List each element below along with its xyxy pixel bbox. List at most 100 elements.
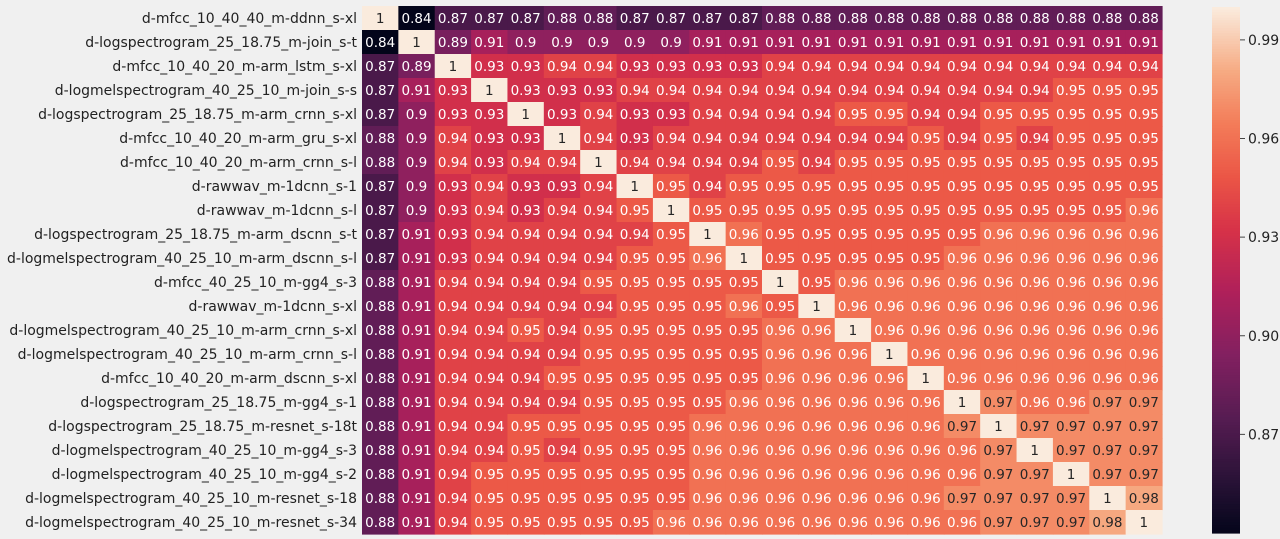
- heatmap-cell: [543, 174, 581, 199]
- colorbar-segment: [1212, 288, 1240, 292]
- heatmap-cell: [1089, 174, 1127, 199]
- heatmap-cell: [507, 30, 545, 55]
- cell-value-label: 0.95: [511, 419, 541, 435]
- heatmap-cell: [398, 78, 436, 103]
- cell-value-label: 0.95: [1129, 131, 1159, 147]
- cell-value-label: 0.95: [656, 179, 686, 195]
- cell-value-label: 0.91: [1129, 35, 1159, 51]
- cell-value-label: 0.93: [620, 59, 650, 75]
- colorbar-segment: [1212, 109, 1240, 113]
- row-label: d-mfcc_10_40_20_m-arm_dscnn_s-xl: [101, 371, 357, 387]
- colorbar-segment: [1212, 330, 1240, 334]
- colorbar-segment: [1212, 377, 1240, 382]
- heatmap-cell: [652, 294, 690, 319]
- cell-value-label: 0.88: [1056, 11, 1086, 27]
- cell-value-label: 0.96: [1020, 227, 1050, 243]
- heatmap-cell: [471, 438, 509, 463]
- heatmap-cell: [689, 150, 727, 175]
- colorbar-segment: [1212, 435, 1240, 439]
- heatmap-cell: [980, 414, 1018, 439]
- cell-value-label: 0.95: [511, 443, 541, 459]
- cell-value-label: 0.94: [438, 467, 468, 483]
- cell-value-label: 1: [776, 275, 785, 291]
- cell-value-label: 1: [521, 107, 530, 123]
- cell-value-label: 0.94: [511, 299, 541, 315]
- colorbar-segment: [1212, 369, 1240, 374]
- heatmap-cell: [1089, 102, 1127, 127]
- cell-value-label: 0.97: [1056, 419, 1086, 435]
- cell-value-label: 0.93: [474, 155, 504, 171]
- cell-value-label: 0.95: [474, 467, 504, 483]
- heatmap-cell: [725, 318, 763, 343]
- heatmap-cell: [1016, 342, 1054, 367]
- heatmap-cell: [798, 102, 836, 127]
- cell-value-label: 0.95: [1056, 83, 1086, 99]
- cell-value-label: 0.95: [547, 419, 577, 435]
- colorbar-segment: [1212, 296, 1240, 300]
- cell-value-label: 0.96: [911, 323, 941, 339]
- heatmap-cell: [471, 222, 509, 247]
- cell-value-label: 0.96: [911, 299, 941, 315]
- heatmap-cell: [398, 150, 436, 175]
- cell-value-label: 0.95: [656, 347, 686, 363]
- heatmap-cell: [980, 6, 1018, 31]
- cell-value-label: 0.95: [474, 491, 504, 507]
- heatmap-cell: [762, 486, 799, 511]
- heatmap-cell: [1125, 462, 1163, 487]
- colorbar-segment: [1212, 427, 1240, 432]
- heatmap-cell: [1052, 342, 1090, 367]
- heatmap-cell: [580, 150, 618, 175]
- heatmap-cell: [1125, 486, 1163, 511]
- cell-value-label: 0.94: [438, 131, 468, 147]
- colorbar-segment: [1212, 485, 1240, 489]
- cell-value-label: 0.91: [983, 35, 1013, 51]
- heatmap-cell: [871, 510, 909, 535]
- cell-value-label: 0.94: [583, 299, 613, 315]
- heatmap-cell: [798, 174, 836, 199]
- cell-value-label: 1: [630, 179, 639, 195]
- heatmap-cell: [362, 126, 399, 151]
- cell-value-label: 0.96: [729, 227, 759, 243]
- cell-value-label: 0.88: [365, 419, 395, 435]
- colorbar-segment: [1212, 309, 1240, 313]
- heatmap-cell: [1089, 366, 1127, 391]
- colorbar-segment: [1212, 398, 1240, 403]
- cell-value-label: 1: [740, 251, 749, 267]
- colorbar-segment: [1212, 241, 1240, 245]
- cell-value-label: 0.96: [947, 371, 977, 387]
- heatmap-cell: [652, 414, 690, 439]
- cell-value-label: 0.95: [692, 347, 722, 363]
- colorbar-segment: [1212, 359, 1240, 363]
- heatmap-cell: [616, 318, 654, 343]
- cell-value-label: 0.97: [1092, 395, 1122, 411]
- heatmap-cell: [762, 414, 799, 439]
- cell-value-label: 0.96: [1092, 275, 1122, 291]
- heatmap-cell: [471, 510, 509, 535]
- colorbar-segment: [1212, 91, 1240, 95]
- cell-value-label: 0.94: [474, 443, 504, 459]
- heatmap-cell: [725, 510, 763, 535]
- cell-value-label: 0.94: [802, 107, 832, 123]
- heatmap-cell: [798, 30, 836, 55]
- cell-value-label: 0.95: [947, 203, 977, 219]
- cell-value-label: 0.96: [983, 227, 1013, 243]
- cell-value-label: 0.95: [583, 419, 613, 435]
- heatmap-cell: [471, 102, 509, 127]
- colorbar-segment: [1212, 333, 1240, 337]
- cell-value-label: 0.96: [1056, 299, 1086, 315]
- cell-value-label: 0.94: [838, 83, 868, 99]
- cell-value-label: 0.91: [402, 419, 432, 435]
- heatmap-cell: [980, 390, 1018, 415]
- heatmap-cell: [580, 270, 618, 295]
- heatmap-cell: [1125, 174, 1163, 199]
- colorbar-tick-label: 0.93: [1248, 230, 1279, 246]
- colorbar-segment: [1212, 291, 1240, 295]
- heatmap-cell: [871, 246, 909, 271]
- heatmap-cell: [798, 198, 836, 223]
- cell-value-label: 0.95: [1056, 155, 1086, 171]
- heatmap-cell: [798, 390, 836, 415]
- cell-value-label: 0.87: [365, 83, 395, 99]
- heatmap-cell: [907, 342, 945, 367]
- row-label: d-logspectrogram_25_18.75_m-resnet_s-18t: [48, 419, 357, 435]
- colorbar-segment: [1212, 501, 1240, 505]
